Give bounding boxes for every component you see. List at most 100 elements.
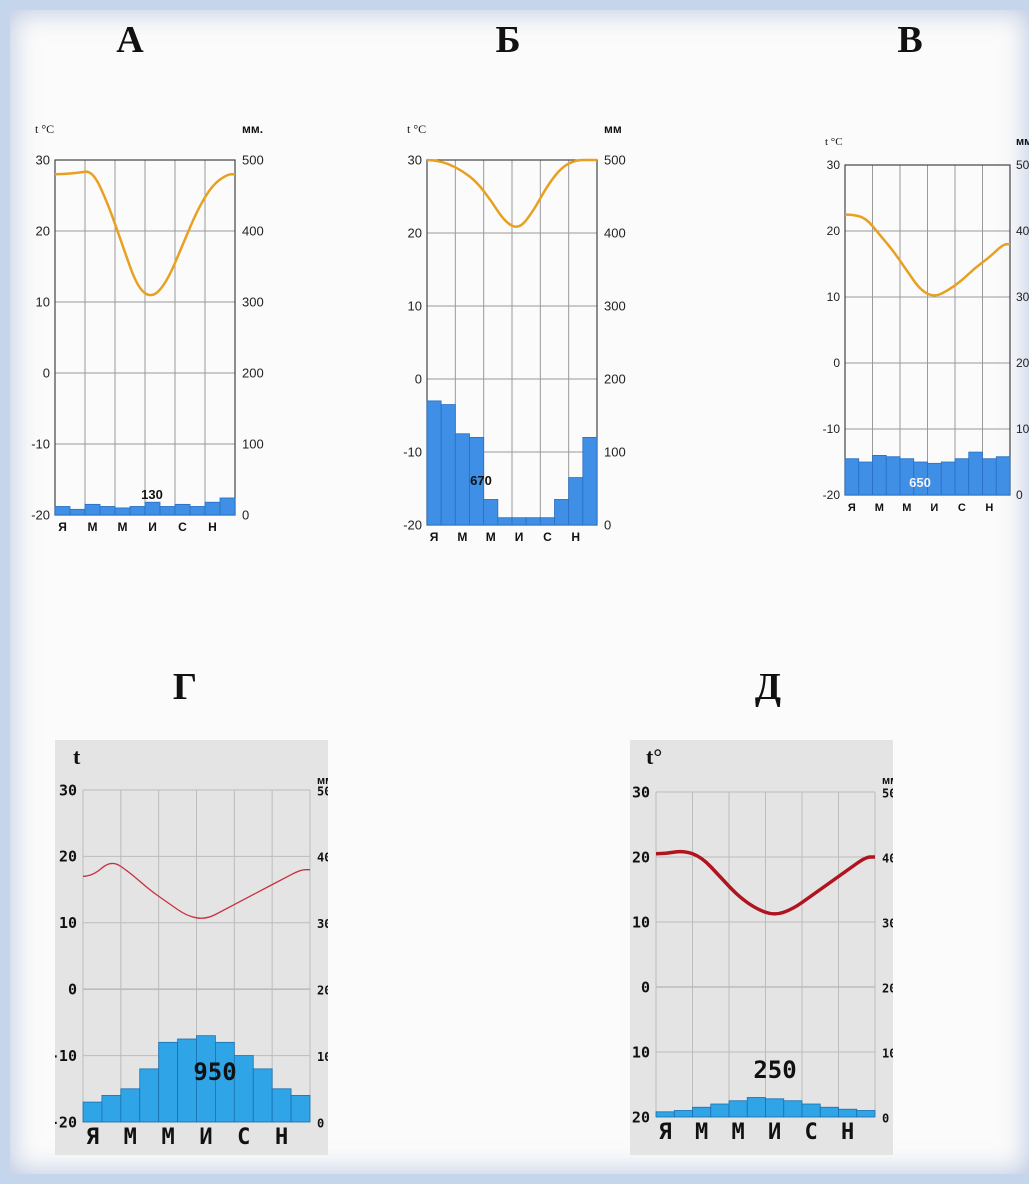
precip-tick-label: 100 xyxy=(882,1046,893,1060)
temp-tick-label: -10 xyxy=(403,445,422,460)
precip-axis-label: мм xyxy=(1016,136,1029,148)
panel-label-b: Б xyxy=(495,19,521,61)
precipitation-bar xyxy=(159,506,176,516)
month-label: С xyxy=(178,520,187,534)
month-label: Я xyxy=(58,520,67,534)
precip-axis-label: мм xyxy=(604,122,622,136)
precip-tick-label: 500 xyxy=(317,784,328,798)
temp-axis-label: t °C xyxy=(407,122,426,136)
month-label: М xyxy=(88,520,98,534)
precip-tick-label: 300 xyxy=(242,295,264,310)
precipitation-bar xyxy=(204,501,221,516)
month-label: М xyxy=(118,520,128,534)
temperature-line xyxy=(54,170,235,297)
month-label: И xyxy=(148,520,157,534)
precipitation-bar xyxy=(982,458,997,496)
precip-axis-label: мм xyxy=(317,775,328,787)
month-label: С xyxy=(543,530,552,544)
precip-axis-label: мм. xyxy=(242,122,263,136)
precipitation-bar xyxy=(69,508,86,516)
month-label: И xyxy=(768,1120,781,1145)
precip-tick-label: 200 xyxy=(317,983,328,997)
precipitation-bar xyxy=(469,436,485,526)
month-label: Я xyxy=(848,502,856,514)
temp-tick-label: -10 xyxy=(55,1047,77,1065)
precipitation-bar xyxy=(440,404,456,526)
precip-tick-label: 0 xyxy=(317,1116,324,1130)
temperature-line xyxy=(82,862,310,919)
month-label: Н xyxy=(275,1125,288,1150)
temp-tick-label: 30 xyxy=(408,153,422,168)
month-label: Н xyxy=(985,502,993,514)
panel-label-d: Д xyxy=(754,666,782,708)
temp-tick-label: -20 xyxy=(31,508,50,523)
precipitation-bar xyxy=(838,1108,858,1118)
month-label: И xyxy=(515,530,524,544)
month-label: И xyxy=(199,1125,212,1150)
precip-tick-label: 200 xyxy=(604,372,626,387)
temp-tick-label: -20 xyxy=(403,518,422,533)
temp-tick-label: 10 xyxy=(36,295,50,310)
month-label: Н xyxy=(208,520,217,534)
precipitation-bar xyxy=(144,501,161,516)
temp-tick-label: -20 xyxy=(823,488,841,502)
precipitation-bar xyxy=(568,477,584,526)
precipitation-bar xyxy=(174,503,191,516)
precip-tick-label: 100 xyxy=(1016,422,1029,436)
precipitation-bar xyxy=(801,1103,821,1118)
precipitation-bar xyxy=(885,456,901,496)
precipitation-bar xyxy=(290,1095,311,1123)
temperature-line xyxy=(655,849,875,916)
precipitation-bar xyxy=(844,458,860,496)
precipitation-bar xyxy=(728,1100,748,1118)
temp-axis-label: t °C xyxy=(35,122,54,136)
precip-tick-label: 500 xyxy=(1016,158,1029,172)
temp-tick-label: 10 xyxy=(59,914,77,932)
precipitation-bar xyxy=(483,499,499,526)
temp-tick-label: 0 xyxy=(68,980,77,998)
precip-tick-label: 500 xyxy=(242,153,264,168)
precipitation-bar xyxy=(858,461,873,496)
precip-tick-label: 200 xyxy=(882,981,893,995)
precipitation-bar xyxy=(673,1110,693,1118)
precipitation-bar xyxy=(954,458,970,496)
temp-tick-label: 20 xyxy=(408,226,422,241)
temp-tick-label: 10 xyxy=(408,299,422,314)
precipitation-bar xyxy=(655,1111,675,1118)
temp-tick-label: 0 xyxy=(43,366,50,381)
precip-tick-label: 500 xyxy=(882,786,893,800)
precipitation-bar xyxy=(765,1098,785,1118)
climate-chart-g: 3020100-10-205004003002001000tммЯММИСН95… xyxy=(55,744,328,1150)
precipitation-bar xyxy=(189,506,206,516)
precip-tick-label: 200 xyxy=(242,366,264,381)
temp-tick-label: -10 xyxy=(823,422,841,436)
month-label: С xyxy=(958,502,966,514)
precip-axis-label: мм xyxy=(882,775,893,787)
temp-tick-label: 20 xyxy=(59,848,77,866)
temp-tick-label: -20 xyxy=(55,1113,77,1131)
panel-label-a: А xyxy=(116,19,144,61)
temperature-line xyxy=(844,213,1010,297)
precip-tick-label: 0 xyxy=(882,1111,889,1125)
precip-tick-label: 100 xyxy=(604,445,626,460)
precip-tick-label: 500 xyxy=(604,153,626,168)
precipitation-bar xyxy=(746,1097,766,1118)
temp-tick-label: 10 xyxy=(827,290,841,304)
temp-axis-label: t °C xyxy=(825,136,843,148)
month-label: М xyxy=(162,1125,175,1150)
precipitation-bar xyxy=(554,499,570,526)
month-label: С xyxy=(237,1125,250,1150)
precip-tick-label: 100 xyxy=(317,1050,328,1064)
precipitation-bar xyxy=(101,1095,122,1123)
precip-tick-label: 400 xyxy=(1016,224,1029,238)
precip-tick-label: 200 xyxy=(1016,356,1029,370)
chart-frame xyxy=(844,164,1011,496)
temp-axis-label: t xyxy=(73,744,81,769)
panel-label-g: Г xyxy=(172,666,198,708)
precipitation-bar xyxy=(120,1088,141,1123)
climate-chart-d: 3020100-10-205004003002001000t°ммЯММИСН2… xyxy=(630,744,893,1145)
chart-frame xyxy=(655,791,876,1118)
panel-label-v: В xyxy=(897,19,923,61)
temp-tick-label: -20 xyxy=(630,1108,650,1126)
precipitation-bar xyxy=(129,506,146,516)
